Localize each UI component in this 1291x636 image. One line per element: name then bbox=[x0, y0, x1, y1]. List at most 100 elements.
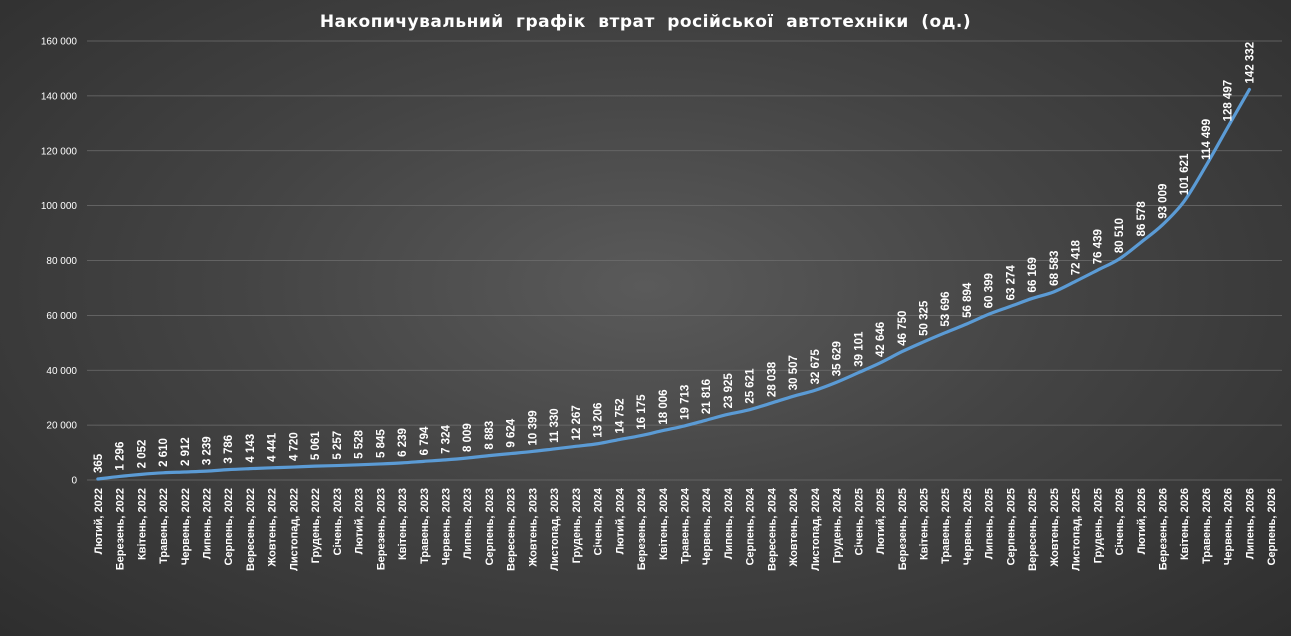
data-point bbox=[1248, 88, 1251, 91]
x-tick-label: Жовтень, 2025 bbox=[1049, 488, 1061, 568]
data-point bbox=[357, 463, 360, 467]
data-point bbox=[205, 469, 208, 473]
data-point bbox=[770, 401, 773, 405]
data-point bbox=[444, 458, 447, 462]
data-label: 39 101 bbox=[853, 331, 865, 367]
x-tick-label: Серпень, 2024 bbox=[745, 487, 757, 565]
x-tick-label: Червень, 2024 bbox=[701, 487, 713, 565]
x-tick-label: Квітень, 2022 bbox=[136, 488, 148, 560]
data-label: 5 528 bbox=[354, 429, 366, 458]
data-point bbox=[596, 442, 599, 445]
y-tick-label: 0 bbox=[71, 476, 77, 487]
data-label: 10 399 bbox=[527, 410, 539, 445]
data-point bbox=[292, 465, 295, 469]
x-tick-label: Лютий, 2024 bbox=[614, 487, 626, 554]
x-tick-label: Лютий, 2022 bbox=[93, 488, 105, 554]
x-tick-label: Червень, 2026 bbox=[1223, 488, 1235, 565]
x-tick-label: Червень, 2023 bbox=[441, 488, 453, 565]
x-tick-label: Березень, 2022 bbox=[115, 488, 127, 570]
x-tick-label: Березень, 2023 bbox=[375, 488, 387, 570]
data-point bbox=[161, 471, 165, 475]
data-label: 3 786 bbox=[223, 435, 235, 464]
data-label: 14 752 bbox=[614, 398, 626, 433]
x-tick-label: Травень, 2023 bbox=[419, 488, 431, 564]
data-point bbox=[552, 447, 556, 451]
data-label: 13 206 bbox=[593, 403, 605, 438]
data-point bbox=[618, 438, 621, 441]
data-label: 6 794 bbox=[419, 426, 431, 455]
data-label: 86 578 bbox=[1136, 201, 1148, 237]
y-tick-label: 60 000 bbox=[46, 311, 77, 322]
data-label: 1 296 bbox=[115, 442, 127, 471]
x-tick-label: Травень, 2022 bbox=[158, 488, 170, 564]
data-label: 4 441 bbox=[267, 432, 279, 461]
data-label: 53 696 bbox=[940, 291, 952, 326]
data-label: 365 bbox=[93, 453, 105, 473]
data-point bbox=[639, 434, 643, 437]
data-point bbox=[944, 331, 947, 334]
data-point bbox=[965, 322, 969, 326]
data-point bbox=[1096, 269, 1099, 272]
y-tick-label: 20 000 bbox=[46, 421, 77, 432]
data-point bbox=[335, 464, 339, 467]
data-label: 12 267 bbox=[571, 405, 583, 440]
data-label: 25 621 bbox=[745, 368, 757, 404]
x-tick-label: Липень, 2024 bbox=[723, 487, 735, 559]
x-tick-label: Травень, 2026 bbox=[1201, 488, 1213, 564]
data-point bbox=[922, 340, 925, 344]
data-point bbox=[1183, 199, 1186, 203]
data-label: 32 675 bbox=[810, 349, 822, 385]
data-point bbox=[248, 467, 252, 470]
data-label: 35 629 bbox=[832, 341, 844, 376]
y-tick-label: 40 000 bbox=[46, 366, 77, 377]
data-label: 72 418 bbox=[1071, 240, 1083, 276]
x-tick-label: Жовтень, 2023 bbox=[527, 488, 539, 568]
x-tick-label: Серпень, 2025 bbox=[1005, 488, 1017, 566]
data-label: 8 883 bbox=[484, 421, 496, 450]
data-point bbox=[1052, 290, 1056, 294]
data-label: 3 239 bbox=[202, 436, 214, 465]
data-point bbox=[1074, 280, 1077, 283]
data-point bbox=[748, 408, 751, 411]
data-point bbox=[661, 429, 664, 432]
x-tick-label: Червень, 2025 bbox=[962, 488, 974, 565]
data-label: 4 720 bbox=[288, 432, 300, 461]
x-tick-label: Листопад, 2024 bbox=[810, 487, 822, 571]
x-tick-label: Грудень, 2022 bbox=[310, 488, 322, 563]
y-tick-label: 140 000 bbox=[41, 91, 78, 102]
x-tick-label: Грудень, 2023 bbox=[571, 488, 583, 563]
data-label: 16 175 bbox=[636, 394, 648, 430]
data-point bbox=[705, 418, 708, 422]
x-tick-label: Вересень, 2023 bbox=[506, 488, 518, 571]
data-label: 101 621 bbox=[1179, 153, 1191, 195]
data-point bbox=[118, 475, 121, 478]
data-point bbox=[835, 381, 838, 384]
data-label: 50 325 bbox=[919, 300, 931, 336]
x-tick-label: Липень, 2026 bbox=[1244, 488, 1256, 559]
x-tick-label: Грудень, 2025 bbox=[1092, 488, 1104, 563]
data-label: 19 713 bbox=[680, 385, 692, 420]
data-point bbox=[509, 452, 512, 455]
data-point bbox=[726, 413, 730, 416]
x-tick-label: Лютий, 2023 bbox=[354, 488, 366, 554]
data-point bbox=[1226, 126, 1229, 129]
data-point bbox=[574, 445, 578, 448]
data-point bbox=[183, 470, 186, 474]
x-tick-label: Квітень, 2024 bbox=[658, 487, 670, 560]
y-tick-label: 160 000 bbox=[41, 37, 78, 48]
data-label: 6 239 bbox=[397, 428, 409, 457]
x-tick-label: Травень, 2025 bbox=[940, 488, 952, 564]
x-tick-label: Грудень, 2024 bbox=[832, 487, 844, 563]
data-label: 114 499 bbox=[1201, 119, 1213, 160]
data-point bbox=[379, 462, 382, 466]
x-tick-label: Березень, 2025 bbox=[897, 488, 909, 570]
data-label: 8 009 bbox=[462, 423, 474, 452]
data-point bbox=[813, 389, 817, 392]
data-label: 142 332 bbox=[1244, 42, 1256, 84]
x-tick-label: Вересень, 2024 bbox=[766, 487, 778, 571]
data-label: 30 507 bbox=[788, 355, 800, 390]
x-tick-label: Липень, 2023 bbox=[462, 488, 474, 559]
data-label: 42 646 bbox=[875, 322, 887, 357]
x-tick-label: Жовтень, 2024 bbox=[788, 487, 800, 568]
